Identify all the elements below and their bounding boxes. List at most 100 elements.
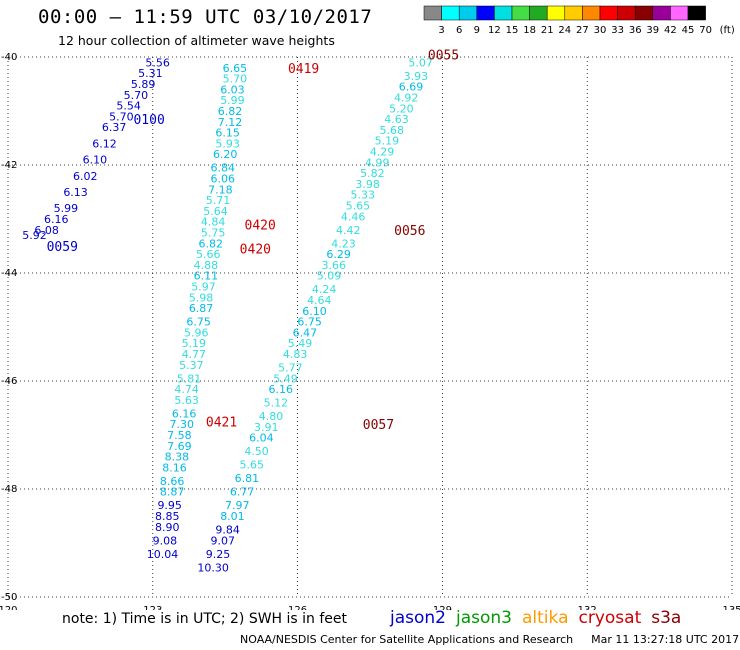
swh-point: 6.82 xyxy=(198,237,223,250)
colorbar-label: 36 xyxy=(629,25,642,36)
swh-point: 6.08 xyxy=(34,224,59,237)
y-tick-label: -42 xyxy=(1,160,17,171)
swh-point: 5.81 xyxy=(177,372,202,385)
swh-point: 4.42 xyxy=(336,224,361,237)
swh-point: 6.16 xyxy=(172,407,197,420)
swh-point: 5.82 xyxy=(360,167,385,180)
track-time-label: 0057 xyxy=(363,418,394,433)
x-tick-label: 126 xyxy=(288,605,307,610)
swh-point: 8.87 xyxy=(160,486,185,499)
swh-point: 6.15 xyxy=(215,127,240,140)
y-tick-label: -44 xyxy=(1,268,17,279)
swh-point: 5.70 xyxy=(124,89,149,102)
colorbar-label: 70 xyxy=(699,25,712,36)
swh-point: 3.93 xyxy=(404,70,429,83)
swh-point: 4.29 xyxy=(370,146,395,159)
swh-point: 5.70 xyxy=(109,110,134,123)
swh-point: 5.77 xyxy=(278,362,303,375)
swh-point: 9.08 xyxy=(153,534,178,547)
swh-point: 5.65 xyxy=(239,459,264,472)
swh-point: 6.82 xyxy=(218,105,243,118)
swh-point: 6.11 xyxy=(194,270,219,283)
swh-point: 6.87 xyxy=(189,302,214,315)
x-tick-label: 132 xyxy=(578,605,597,610)
footer: NOAA/NESDIS Center for Satellite Applica… xyxy=(240,633,739,646)
track-time-label: 0420 xyxy=(245,218,276,233)
swh-point: 5.56 xyxy=(145,56,170,69)
legend-item-jason3: jason3 xyxy=(456,608,512,628)
swh-point: 5.98 xyxy=(189,291,214,304)
swh-point: 5.96 xyxy=(184,326,209,339)
swh-point: 4.77 xyxy=(182,348,207,361)
swh-point: 5.19 xyxy=(375,135,400,148)
swh-point: 5.65 xyxy=(346,200,371,213)
swh-point: 5.92 xyxy=(22,229,47,242)
swh-point: 5.89 xyxy=(131,78,156,91)
colorbar-label: 39 xyxy=(646,25,659,36)
legend-item-cryosat: cryosat xyxy=(578,608,642,628)
swh-point: 5.99 xyxy=(54,202,79,215)
footer-org: NOAA/NESDIS Center for Satellite Applica… xyxy=(240,633,574,646)
swh-point: 8.01 xyxy=(220,510,245,523)
swh-point: 6.47 xyxy=(293,326,318,339)
swh-point: 4.83 xyxy=(283,348,308,361)
swh-point: 6.16 xyxy=(268,383,293,396)
track-time-label: 0419 xyxy=(288,62,319,77)
swh-point: 6.12 xyxy=(92,137,117,150)
swh-point: 6.13 xyxy=(63,186,88,199)
track-time-label: 0100 xyxy=(133,113,164,128)
swh-point: 6.16 xyxy=(44,213,69,226)
colorbar-label: 42 xyxy=(664,25,677,36)
y-tick-label: -50 xyxy=(1,592,17,603)
track-time-label: 0421 xyxy=(206,416,237,431)
legend-item-s3a: s3a xyxy=(651,608,682,628)
swh-point: 4.74 xyxy=(174,383,199,396)
track-time-label: 0056 xyxy=(394,224,425,239)
swh-point: 9.07 xyxy=(211,534,236,547)
swh-point: 5.63 xyxy=(174,394,199,407)
swh-point: 4.63 xyxy=(384,113,409,126)
swh-point: 5.71 xyxy=(206,194,231,207)
swh-point: 9.84 xyxy=(215,524,240,537)
colorbar-swatch xyxy=(687,5,706,21)
swh-point: 4.46 xyxy=(341,210,366,223)
colorbar-label: 24 xyxy=(558,25,571,36)
swh-point: 7.69 xyxy=(167,440,192,453)
swh-point: 6.77 xyxy=(230,486,255,499)
swh-point: 5.54 xyxy=(116,100,141,113)
swh-point: 5.64 xyxy=(203,205,228,218)
swh-point: 7.18 xyxy=(208,183,233,196)
swh-point: 10.04 xyxy=(147,548,179,561)
swh-point: 6.84 xyxy=(211,162,236,175)
swh-point: 10.30 xyxy=(197,561,229,574)
swh-point: 4.23 xyxy=(331,237,356,250)
colorbar-label: 45 xyxy=(682,25,695,36)
swh-point: 6.75 xyxy=(186,316,211,329)
y-tick-label: -46 xyxy=(1,376,17,387)
colorbar-label: 18 xyxy=(523,25,536,36)
swh-point: 7.30 xyxy=(170,418,195,431)
colorbar-label: 33 xyxy=(611,25,624,36)
legend: jason2 jason3 altika cryosat s3a xyxy=(390,608,691,628)
swh-point: 7.97 xyxy=(225,499,250,512)
swh-point: 4.50 xyxy=(244,445,269,458)
note: note: 1) Time is in UTC; 2) SWH is in fe… xyxy=(62,611,348,627)
swh-point: 3.91 xyxy=(254,421,279,434)
swh-point: 8.85 xyxy=(155,510,180,523)
x-tick-label: 129 xyxy=(433,605,452,610)
x-tick-label: 135 xyxy=(722,605,740,610)
swh-point: 6.29 xyxy=(326,248,351,261)
colorbar-label: 15 xyxy=(506,25,519,36)
swh-point: 5.49 xyxy=(273,372,298,385)
legend-item-jason2: jason2 xyxy=(390,608,446,628)
swh-point: 9.25 xyxy=(206,548,231,561)
colorbar-label: 30 xyxy=(594,25,607,36)
footer-timestamp: Mar 11 13:27:18 UTC 2017 xyxy=(591,633,740,646)
swh-point: 5.07 xyxy=(408,56,433,69)
track-time-label: 0055 xyxy=(428,48,459,63)
swh-point: 3.66 xyxy=(322,259,347,272)
swh-point: 4.84 xyxy=(201,216,226,229)
colorbar-label: 9 xyxy=(474,25,480,36)
colorbar: 3 6 9 12 15 18 21 24 27 30 33 36 39 42 45 70 (ft) xyxy=(423,5,735,36)
swh-point: 5.09 xyxy=(317,270,342,283)
